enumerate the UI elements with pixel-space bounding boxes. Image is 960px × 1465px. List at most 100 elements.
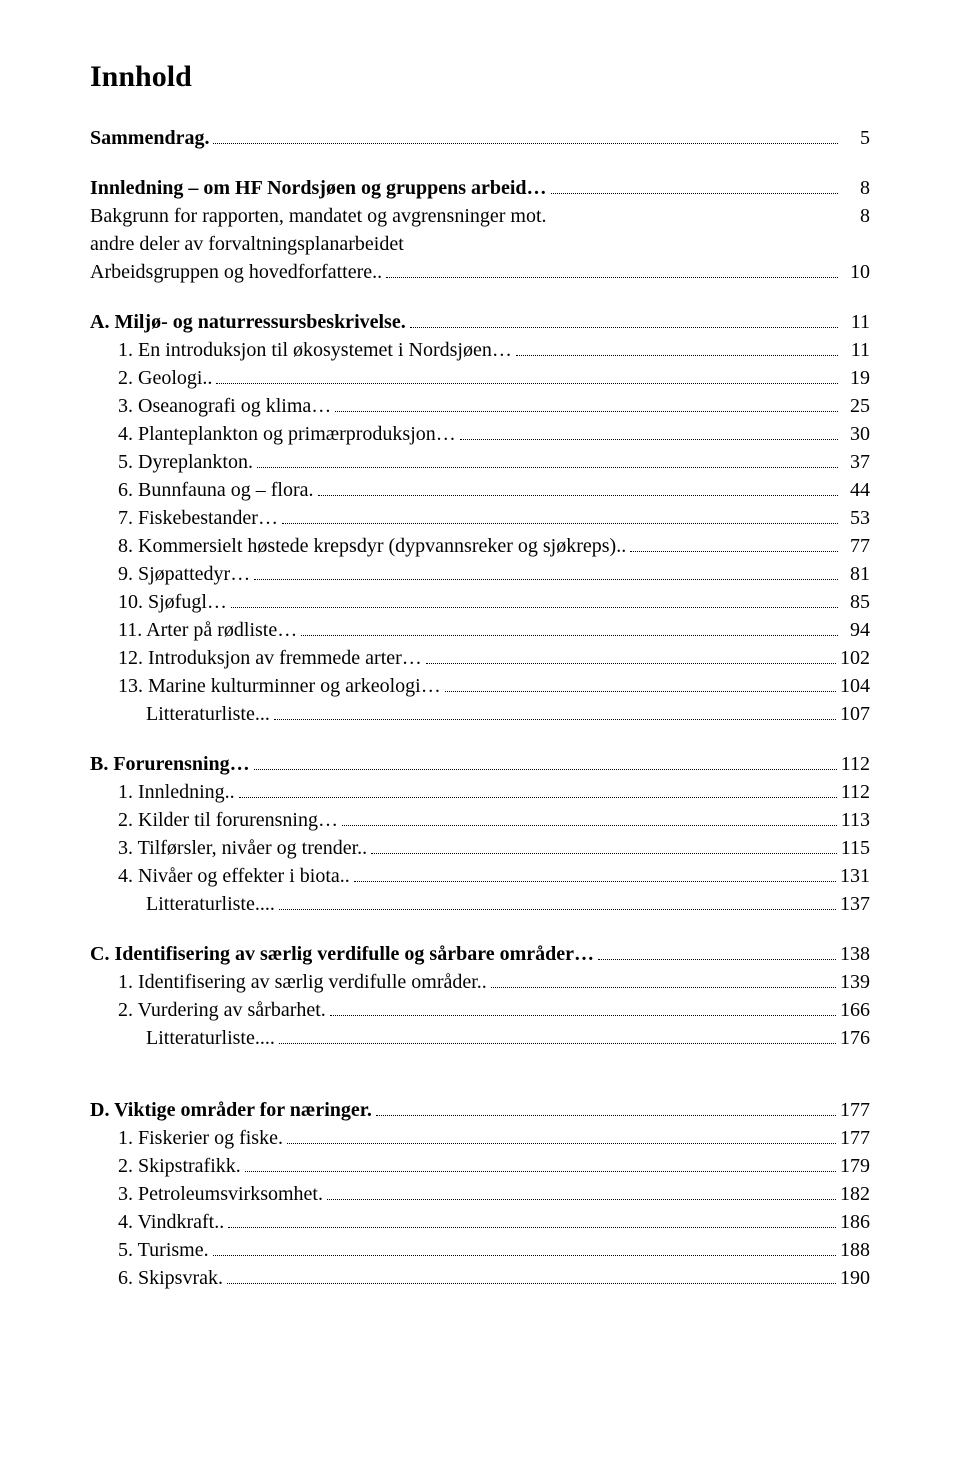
toc-leader [460, 439, 838, 440]
toc-row: 10. Sjøfugl… 85 [90, 588, 870, 616]
toc-label: 3. Tilførsler, nivåer og trender.. [90, 834, 367, 862]
toc-row: 2. Vurdering av sårbarhet. 166 [90, 996, 870, 1024]
toc-row: 3. Oseanografi og klima…25 [90, 392, 870, 420]
toc-row: 2. Skipstrafikk.179 [90, 1152, 870, 1180]
section-gap [90, 728, 870, 750]
toc-page-number: 177 [840, 1096, 870, 1124]
toc-label: 9. Sjøpattedyr… [90, 560, 250, 588]
toc-page-number: 139 [840, 968, 870, 996]
toc-row: Arbeidsgruppen og hovedforfattere..10 [90, 258, 870, 286]
toc-leader [318, 495, 838, 496]
toc-page-number: 5 [842, 124, 870, 152]
toc-row: 11. Arter på rødliste… 94 [90, 616, 870, 644]
toc-label: D. Viktige områder for næringer. [90, 1096, 372, 1124]
toc-row: 4. Vindkraft.. 186 [90, 1208, 870, 1236]
toc-leader [254, 769, 837, 770]
toc-leader [274, 719, 836, 720]
toc-label: 6. Bunnfauna og – flora. [90, 476, 314, 504]
toc-label: 1. En introduksjon til økosystemet i Nor… [90, 336, 512, 364]
toc-label: 3. Petroleumsvirksomhet. [90, 1180, 323, 1208]
toc-leader [228, 1227, 836, 1228]
toc-leader [301, 635, 838, 636]
toc-row: 5. Turisme. 188 [90, 1236, 870, 1264]
toc-row: 2. Kilder til forurensning… 113 [90, 806, 870, 834]
section-gap [90, 152, 870, 174]
toc-label: 13. Marine kulturminner og arkeologi… [90, 672, 441, 700]
toc-label: Litteraturliste.... [90, 890, 275, 918]
toc-page-number: 77 [842, 532, 870, 560]
toc-leader [216, 383, 838, 384]
toc-page-number: 85 [842, 588, 870, 616]
toc-leader [342, 825, 837, 826]
toc-leader [410, 327, 838, 328]
toc-page-number: 44 [842, 476, 870, 504]
toc-row: 3. Tilførsler, nivåer og trender.. 115 [90, 834, 870, 862]
toc-leader [327, 1199, 836, 1200]
toc-row: D. Viktige områder for næringer. 177 [90, 1096, 870, 1124]
toc-row: 3. Petroleumsvirksomhet. 182 [90, 1180, 870, 1208]
toc-leader [257, 467, 838, 468]
toc-page-number: 10 [842, 258, 870, 286]
toc-page-number: 188 [840, 1236, 870, 1264]
toc-label: C. Identifisering av særlig verdifulle o… [90, 940, 594, 968]
toc-page-number: 107 [840, 700, 870, 728]
toc-row: Litteraturliste....137 [90, 890, 870, 918]
toc-row: 13. Marine kulturminner og arkeologi… 104 [90, 672, 870, 700]
toc-page-number: 102 [840, 644, 870, 672]
toc-leader [376, 1115, 836, 1116]
toc-page-number: 94 [842, 616, 870, 644]
toc-page-number: 104 [840, 672, 870, 700]
document-page: Innhold Sammendrag. 5 Innledning – om HF N… [0, 0, 960, 1465]
toc-leader [279, 1043, 836, 1044]
toc-leader [213, 1255, 836, 1256]
toc-leader [239, 797, 837, 798]
toc-label: Litteraturliste.... [90, 1024, 275, 1052]
toc-page-number: 112 [841, 750, 870, 778]
toc-row: Litteraturliste.... 176 [90, 1024, 870, 1052]
toc-row: 9. Sjøpattedyr…81 [90, 560, 870, 588]
toc-row: B. Forurensning…112 [90, 750, 870, 778]
toc-leader [371, 853, 837, 854]
toc-leader [254, 579, 838, 580]
toc-label: 5. Dyreplankton. [90, 448, 253, 476]
toc-row: Bakgrunn for rapporten, mandatet og avgr… [90, 202, 870, 230]
toc-row: 4. Nivåer og effekter i biota..131 [90, 862, 870, 890]
toc-page-number: 53 [842, 504, 870, 532]
toc-label: 6. Skipsvrak. [90, 1264, 223, 1292]
toc-page-number: 113 [841, 806, 870, 834]
toc-leader [386, 277, 838, 278]
toc-row: 12. Introduksjon av fremmede arter…102 [90, 644, 870, 672]
section-gap [90, 918, 870, 940]
toc-leader [335, 411, 838, 412]
toc-page-number: 182 [840, 1180, 870, 1208]
toc-page-number: 25 [842, 392, 870, 420]
toc-label: 5. Turisme. [90, 1236, 209, 1264]
toc-label: 4. Vindkraft.. [90, 1208, 224, 1236]
toc-leader [330, 1015, 836, 1016]
toc-label: 2. Kilder til forurensning… [90, 806, 338, 834]
toc-label: Sammendrag. [90, 124, 209, 152]
toc-page-number: 190 [840, 1264, 870, 1292]
toc-label: 11. Arter på rødliste… [90, 616, 297, 644]
toc-row: 8. Kommersielt høstede krepsdyr (dypvann… [90, 532, 870, 560]
toc-label: 4. Nivåer og effekter i biota.. [90, 862, 350, 890]
toc-leader [516, 355, 838, 356]
toc-leader [227, 1283, 836, 1284]
toc-row: 6. Bunnfauna og – flora. 44 [90, 476, 870, 504]
toc-page-number: 186 [840, 1208, 870, 1236]
toc-label: 2. Vurdering av sårbarhet. [90, 996, 326, 1024]
toc-page-number: 115 [841, 834, 870, 862]
toc-row: Sammendrag. 5 [90, 124, 870, 152]
toc-page-number: 166 [840, 996, 870, 1024]
toc-label: 10. Sjøfugl… [90, 588, 227, 616]
page-title: Innhold [90, 60, 870, 94]
toc-leader [630, 551, 838, 552]
toc-leader [598, 959, 836, 960]
toc-label: Innledning – om HF Nordsjøen og gruppens… [90, 174, 547, 202]
toc-page-number: 176 [840, 1024, 870, 1052]
toc-label: Litteraturliste... [90, 700, 270, 728]
toc-leader [279, 909, 836, 910]
toc-label: 2. Skipstrafikk. [90, 1152, 241, 1180]
toc-page-number: 11 [842, 336, 870, 364]
toc-page-number: 112 [841, 778, 870, 806]
